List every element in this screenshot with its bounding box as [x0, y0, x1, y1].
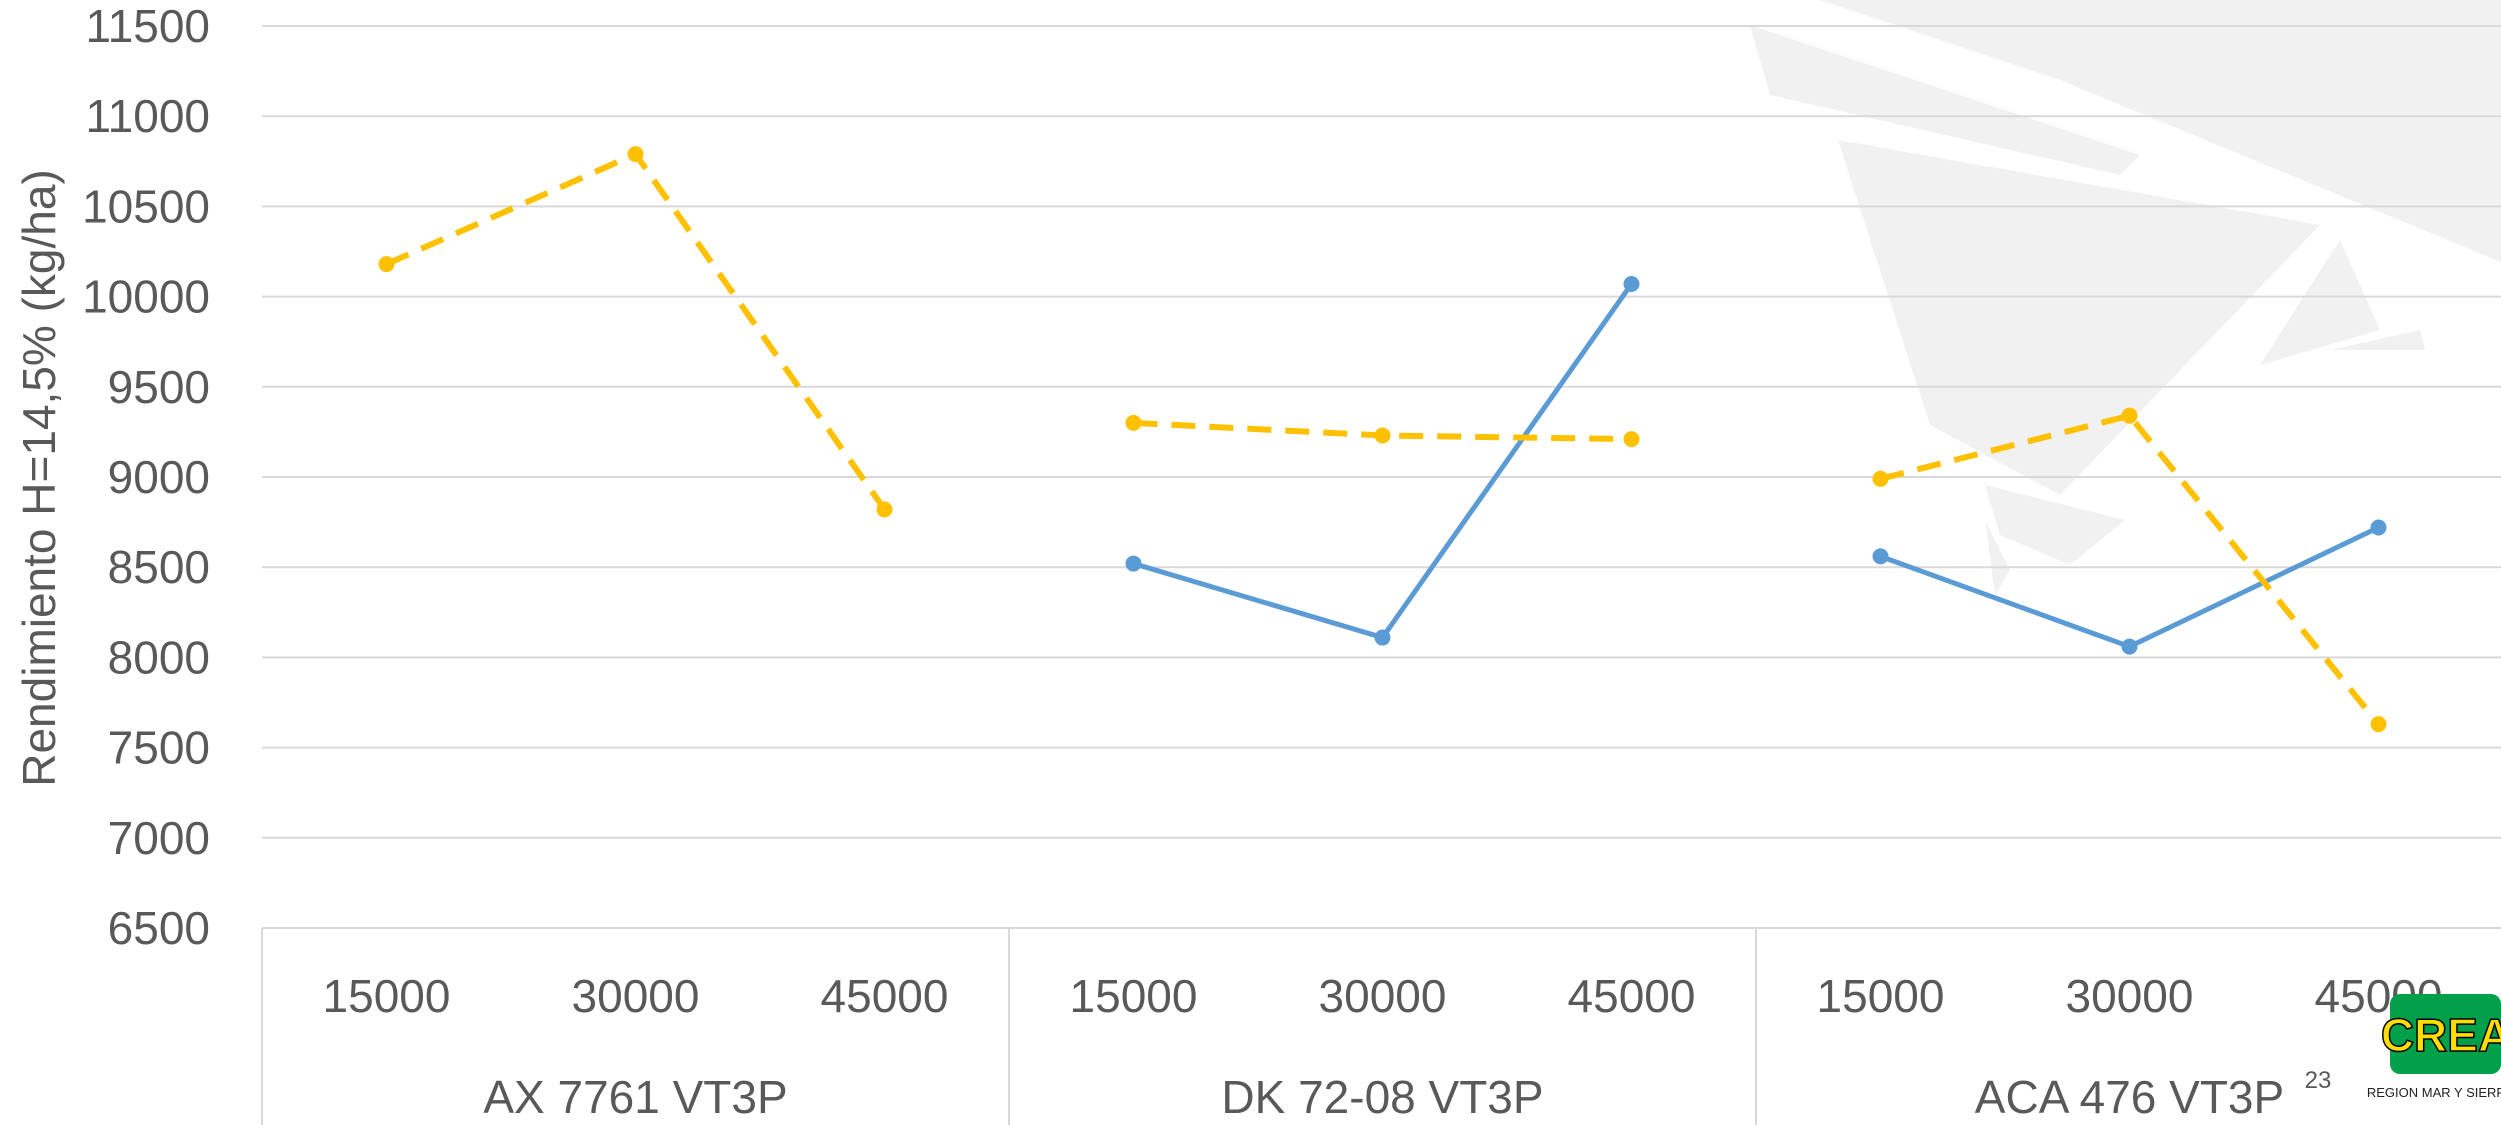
- x-tick-label: 30000: [1319, 970, 1447, 1022]
- x-tick-label: 30000: [2066, 970, 2194, 1022]
- group-label: AX 7761 VT3P: [483, 1071, 787, 1123]
- data-point: [1374, 427, 1391, 444]
- data-point: [2370, 716, 2387, 733]
- data-point: [2121, 407, 2138, 424]
- data-point: [2121, 638, 2138, 655]
- x-tick-label: 45000: [1568, 970, 1696, 1022]
- data-point: [1374, 629, 1391, 646]
- y-tick-label: 11000: [85, 90, 210, 142]
- y-tick-label: 8000: [108, 631, 210, 683]
- x-tick-label: 30000: [572, 970, 700, 1022]
- watermark-shape: [1750, 0, 2501, 595]
- crea-logo-subtext: REGION MAR Y SIERRAS: [2367, 1085, 2501, 1100]
- y-tick-label: 10000: [82, 271, 210, 323]
- crea-logo: CREA REGION MAR Y SIERRAS: [2367, 994, 2501, 1100]
- data-point: [1872, 548, 1889, 565]
- x-tick-label: 15000: [1070, 970, 1198, 1022]
- data-point: [1125, 555, 1142, 572]
- data-point: [1872, 470, 1889, 487]
- data-point: [1125, 414, 1142, 431]
- x-tick-label: 45000: [821, 970, 949, 1022]
- data-point: [627, 146, 644, 163]
- data-point: [1623, 275, 1640, 292]
- y-tick-label: 10500: [82, 180, 210, 232]
- series-line: [1879, 412, 2381, 727]
- y-tick-label: 9500: [108, 361, 210, 413]
- y-axis-label: Rendimiento H=14,5% (kg/ha): [13, 169, 65, 787]
- data-point: [1623, 431, 1640, 448]
- y-tick-label: 9000: [108, 451, 210, 503]
- x-tick-label: 15000: [323, 970, 451, 1022]
- data-point: [378, 256, 395, 273]
- y-tick-label: 7000: [108, 812, 210, 864]
- group-label: ACA 476 VT3P: [1975, 1071, 2284, 1123]
- data-point: [2370, 519, 2387, 536]
- page-number: 23: [2305, 1067, 2332, 1094]
- crea-logo-text: CREA: [2381, 1009, 2501, 1061]
- series-line: [1132, 282, 1634, 641]
- y-tick-label: 11500: [85, 0, 210, 52]
- x-tick-label: 15000: [1817, 970, 1945, 1022]
- group-label: DK 72-08 VT3P: [1221, 1071, 1543, 1123]
- y-tick-label: 6500: [108, 902, 210, 954]
- data-point: [876, 501, 893, 518]
- y-tick-label: 8500: [108, 541, 210, 593]
- y-tick-label: 7500: [108, 722, 210, 774]
